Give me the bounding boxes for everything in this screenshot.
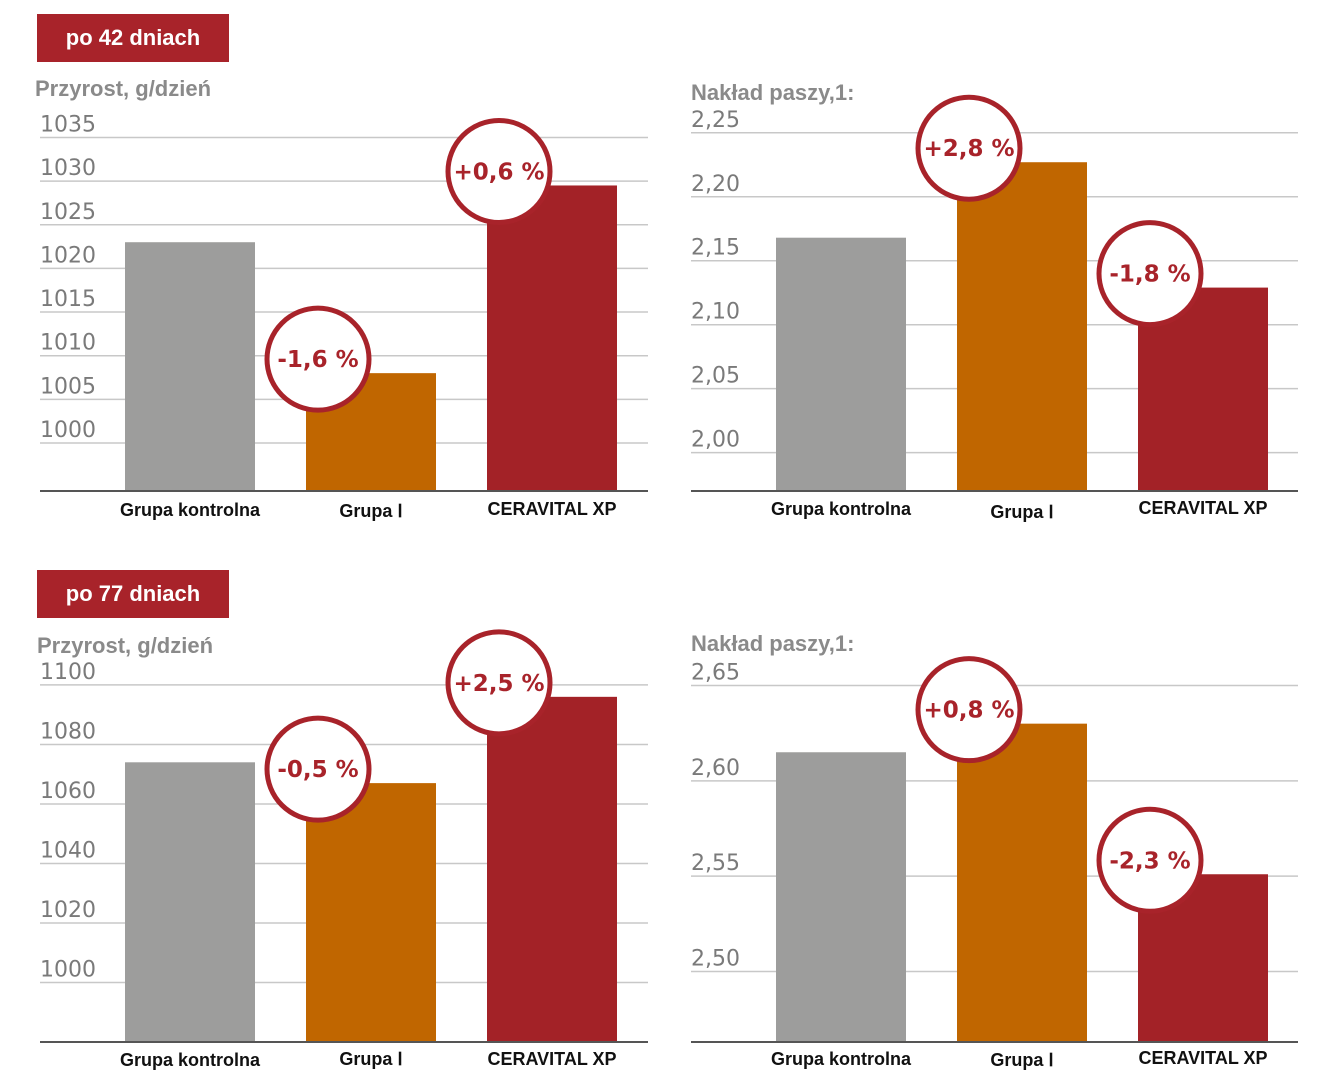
- change-badge-text: +2,8 %: [923, 136, 1014, 162]
- change-badge-text: -2,3 %: [1109, 848, 1190, 874]
- y-tick-label: 2,55: [691, 851, 740, 876]
- change-badge-group-1: +0,8 %: [915, 656, 1023, 764]
- change-badge-text: +2,5 %: [453, 671, 544, 697]
- change-badge-circle: [915, 656, 1023, 764]
- category-label-control: Grupa kontrolna: [771, 499, 912, 519]
- y-tick-label: 1080: [40, 719, 96, 744]
- y-tick-label: 2,60: [691, 756, 740, 781]
- change-badge-circle: [1096, 220, 1204, 328]
- y-tick-label: 2,50: [691, 946, 740, 971]
- chart-title-feed-conversion-77: Nakład paszy,1:: [691, 631, 855, 656]
- y-tick-label: 1040: [40, 838, 96, 863]
- change-badge-text: -1,8 %: [1109, 262, 1190, 288]
- y-tick-label: 1000: [40, 957, 96, 982]
- category-label-group-1: Grupa Ⅰ: [339, 1049, 402, 1069]
- bar-control: [776, 237, 906, 491]
- bar-ceravital-xp: [487, 185, 617, 491]
- chart-weight-gain-77-days: 1000 1020 1040 1060 1080 1100 Grupa kontrolna G…: [40, 629, 648, 1070]
- change-badge-circle: [915, 94, 1023, 202]
- y-tick-label: 1020: [40, 243, 96, 268]
- section-badge-42-days: po 42 dniach: [37, 14, 229, 62]
- change-badge-ceravital-xp: -1,8 %: [1096, 220, 1204, 328]
- y-tick-label: 2,25: [691, 108, 740, 133]
- y-tick-label: 1005: [40, 374, 96, 399]
- chart-title-feed-conversion-42: Nakład paszy,1:: [691, 80, 855, 105]
- category-label-group-1: Grupa Ⅰ: [339, 501, 402, 521]
- section-badge-77-days: po 77 dniach: [37, 570, 229, 618]
- chart-weight-gain-42-days: 1000 1005 1010 1015 1020 1025 1030 1035 Grupa ko…: [40, 112, 648, 521]
- category-label-control: Grupa kontrolna: [120, 500, 261, 520]
- y-tick-label: 2,20: [691, 172, 740, 197]
- bar-group-1: [306, 783, 436, 1042]
- change-badge-group-1: -0,5 %: [264, 715, 372, 823]
- y-tick-label: 1020: [40, 898, 96, 923]
- y-tick-label: 1010: [40, 331, 96, 356]
- category-label-ceravital-xp: CERAVITAL XP: [1138, 498, 1267, 518]
- category-label-control: Grupa kontrolna: [120, 1050, 261, 1070]
- chart-feed-conversion-42-days: 2,00 2,05 2,10 2,15 2,20 2,25 Grupa kontrolna G…: [691, 94, 1298, 522]
- y-tick-label: 2,65: [691, 661, 740, 686]
- y-tick-label: 2,00: [691, 428, 740, 453]
- change-badge-circle: [1096, 806, 1204, 914]
- y-tick-label: 1015: [40, 287, 96, 312]
- y-tick-label: 1060: [40, 779, 96, 804]
- y-tick-label: 1035: [40, 112, 96, 137]
- category-label-ceravital-xp: CERAVITAL XP: [1138, 1048, 1267, 1068]
- bar-control: [776, 752, 906, 1042]
- change-badge-text: -0,5 %: [277, 757, 358, 783]
- y-tick-label: 1000: [40, 418, 96, 443]
- change-badge-ceravital-xp: -2,3 %: [1096, 806, 1204, 914]
- y-tick-label: 1025: [40, 200, 96, 225]
- change-badge-text: +0,8 %: [923, 698, 1014, 724]
- change-badge-ceravital-xp: +0,6 %: [445, 117, 553, 225]
- category-label-control: Grupa kontrolna: [771, 1049, 912, 1069]
- change-badge-group-1: +2,8 %: [915, 94, 1023, 202]
- category-label-group-1: Grupa Ⅰ: [990, 502, 1053, 522]
- y-tick-label: 2,10: [691, 300, 740, 325]
- change-badge-text: +0,6 %: [453, 159, 544, 185]
- change-badge-circle: [445, 629, 553, 737]
- change-badge-circle: [445, 117, 553, 225]
- change-badge-group-1: -1,6 %: [264, 305, 372, 413]
- chart-title-weight-gain-42: Przyrost, g/dzień: [35, 76, 212, 101]
- chart-title-weight-gain-77: Przyrost, g/dzień: [37, 633, 214, 658]
- bar-control: [125, 242, 255, 491]
- category-label-ceravital-xp: CERAVITAL XP: [487, 1049, 616, 1069]
- change-badge-circle: [264, 715, 372, 823]
- bar-group-1: [957, 723, 1087, 1042]
- category-label-group-1: Grupa Ⅰ: [990, 1050, 1053, 1070]
- change-badge-text: -1,6 %: [277, 347, 358, 373]
- change-badge-circle: [264, 305, 372, 413]
- bar-control: [125, 762, 255, 1042]
- bar-group-1: [957, 162, 1087, 492]
- category-label-ceravital-xp: CERAVITAL XP: [487, 499, 616, 519]
- y-tick-label: 1030: [40, 156, 96, 181]
- y-tick-label: 2,05: [691, 364, 740, 389]
- bar-ceravital-xp: [487, 696, 617, 1042]
- y-tick-label: 2,15: [691, 236, 740, 261]
- y-tick-label: 1100: [40, 660, 96, 685]
- change-badge-ceravital-xp: +2,5 %: [445, 629, 553, 737]
